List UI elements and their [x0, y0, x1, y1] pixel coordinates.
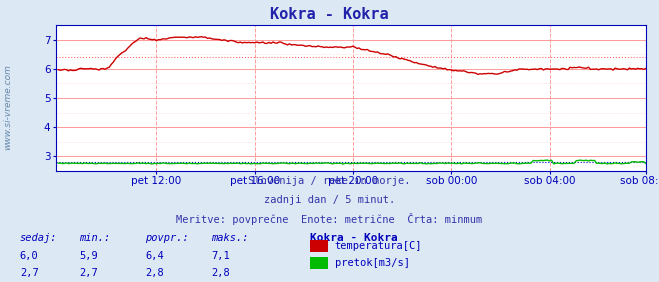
Text: pretok[m3/s]: pretok[m3/s] [335, 258, 410, 268]
Text: sedaj:: sedaj: [20, 233, 57, 243]
Text: temperatura[C]: temperatura[C] [335, 241, 422, 251]
Text: 6,4: 6,4 [145, 251, 163, 261]
Text: Meritve: povprečne  Enote: metrične  Črta: minmum: Meritve: povprečne Enote: metrične Črta:… [177, 213, 482, 225]
Text: maks.:: maks.: [211, 233, 248, 243]
Text: 2,8: 2,8 [211, 268, 229, 278]
Text: 2,7: 2,7 [79, 268, 98, 278]
Text: povpr.:: povpr.: [145, 233, 188, 243]
Text: 6,0: 6,0 [20, 251, 38, 261]
Text: Kokra - Kokra: Kokra - Kokra [310, 233, 397, 243]
Text: Slovenija / reke in morje.: Slovenija / reke in morje. [248, 176, 411, 186]
Text: www.si-vreme.com: www.si-vreme.com [3, 64, 13, 150]
Text: min.:: min.: [79, 233, 110, 243]
Text: 2,8: 2,8 [145, 268, 163, 278]
Text: 7,1: 7,1 [211, 251, 229, 261]
Text: 2,7: 2,7 [20, 268, 38, 278]
Text: Kokra - Kokra: Kokra - Kokra [270, 7, 389, 22]
Text: zadnji dan / 5 minut.: zadnji dan / 5 minut. [264, 195, 395, 204]
Text: 5,9: 5,9 [79, 251, 98, 261]
